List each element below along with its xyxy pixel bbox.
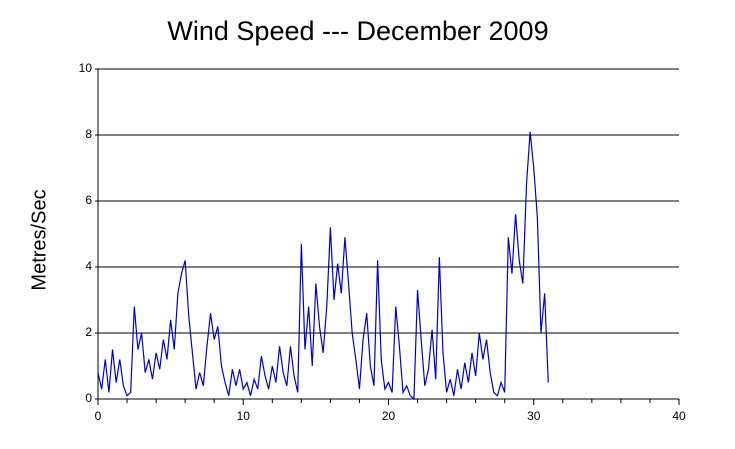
- y-tick-label: 4: [85, 259, 92, 273]
- y-tick-label: 2: [85, 325, 92, 339]
- data-line: [97, 131, 549, 401]
- x-tick-label: 0: [95, 409, 102, 423]
- y-axis-label: Metres/Sec: [28, 189, 50, 290]
- y-tick-label: 8: [85, 127, 92, 141]
- x-tick-label: 20: [382, 409, 396, 423]
- chart-title: Wind Speed --- December 2009: [167, 16, 548, 46]
- x-tick-label: 30: [527, 409, 541, 423]
- y-tick-label: 6: [85, 193, 92, 207]
- y-tick-label: 10: [79, 61, 93, 75]
- x-tick-label: 10: [237, 409, 251, 423]
- y-tick-label: 0: [85, 391, 92, 405]
- x-tick-label: 40: [672, 409, 686, 423]
